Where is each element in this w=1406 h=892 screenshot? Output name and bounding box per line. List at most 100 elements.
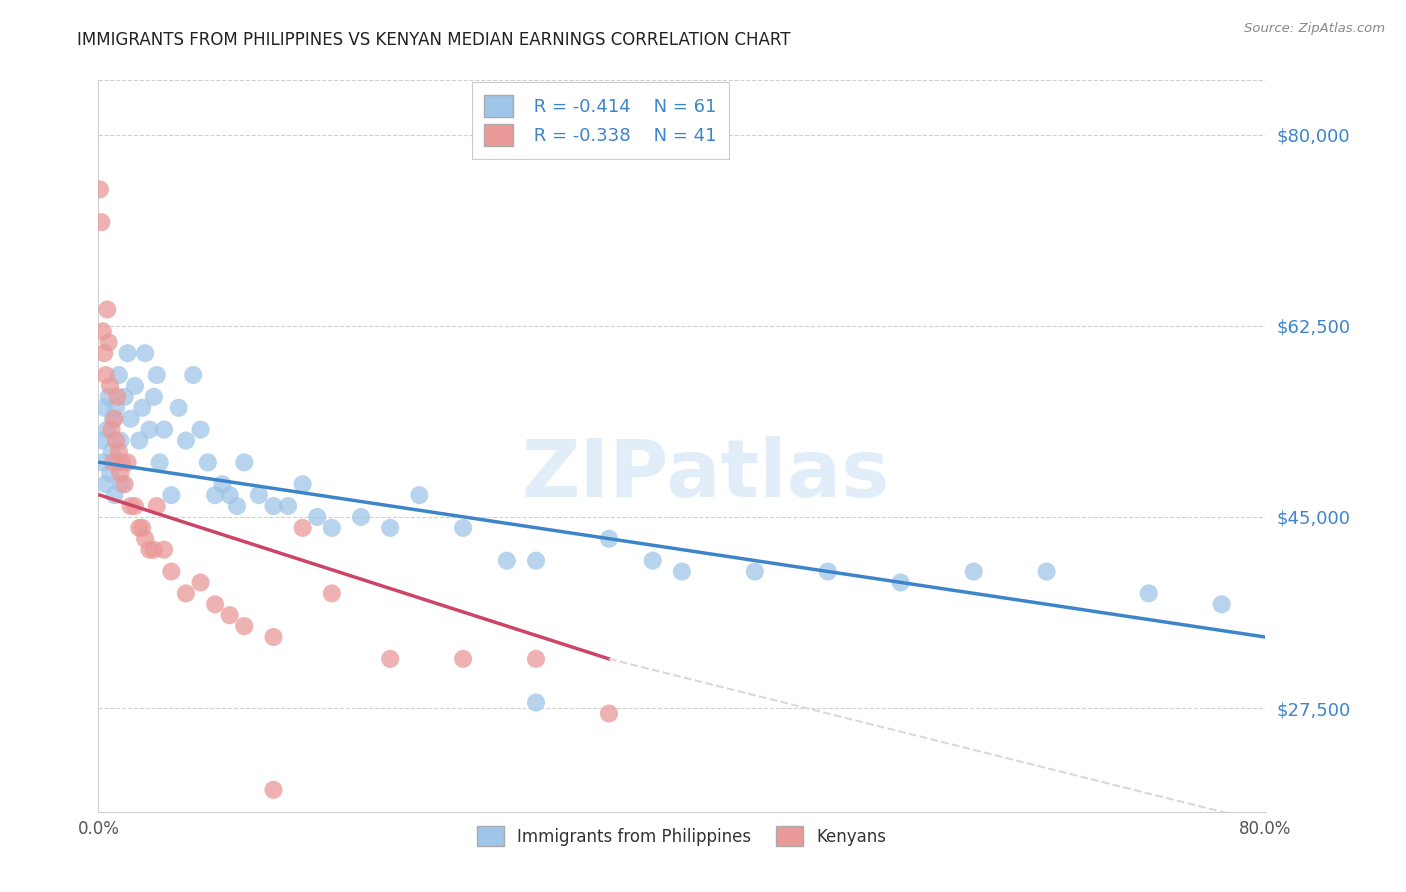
Point xyxy=(598,532,620,546)
Point xyxy=(641,554,664,568)
Point xyxy=(142,390,165,404)
Point xyxy=(105,455,128,469)
Point xyxy=(138,542,160,557)
Point xyxy=(451,521,474,535)
Point xyxy=(524,554,547,568)
Point xyxy=(120,499,142,513)
Point xyxy=(218,608,240,623)
Point xyxy=(94,368,117,382)
Point xyxy=(131,521,153,535)
Point xyxy=(108,368,131,382)
Point xyxy=(90,215,112,229)
Point xyxy=(190,575,212,590)
Point xyxy=(524,696,547,710)
Point xyxy=(380,521,402,535)
Point xyxy=(91,324,114,338)
Point xyxy=(91,455,114,469)
Point xyxy=(134,532,156,546)
Point xyxy=(89,182,111,196)
Point xyxy=(101,411,124,425)
Point xyxy=(114,390,136,404)
Point xyxy=(197,455,219,469)
Point xyxy=(233,455,256,469)
Point xyxy=(160,488,183,502)
Point xyxy=(101,455,124,469)
Point xyxy=(105,390,128,404)
Point xyxy=(233,619,256,633)
Point xyxy=(117,346,139,360)
Point xyxy=(174,586,197,600)
Point xyxy=(111,477,134,491)
Point xyxy=(96,302,118,317)
Point xyxy=(100,444,122,458)
Point xyxy=(262,630,284,644)
Point xyxy=(277,499,299,513)
Point xyxy=(153,542,176,557)
Point xyxy=(96,423,118,437)
Point xyxy=(204,488,226,502)
Legend: Immigrants from Philippines, Kenyans: Immigrants from Philippines, Kenyans xyxy=(470,818,894,855)
Point xyxy=(117,455,139,469)
Point xyxy=(380,652,402,666)
Point xyxy=(124,379,146,393)
Point xyxy=(211,477,233,491)
Point xyxy=(142,542,165,557)
Point xyxy=(291,521,314,535)
Point xyxy=(174,434,197,448)
Point xyxy=(153,423,176,437)
Point xyxy=(167,401,190,415)
Point xyxy=(451,652,474,666)
Point xyxy=(962,565,984,579)
Point xyxy=(124,499,146,513)
Point xyxy=(247,488,270,502)
Point xyxy=(408,488,430,502)
Point xyxy=(120,411,142,425)
Point xyxy=(98,379,121,393)
Point xyxy=(111,455,134,469)
Point xyxy=(138,423,160,437)
Point xyxy=(110,434,132,448)
Point xyxy=(104,401,127,415)
Point xyxy=(181,368,204,382)
Point xyxy=(671,565,693,579)
Point xyxy=(890,575,912,590)
Point xyxy=(817,565,839,579)
Point xyxy=(160,565,183,579)
Point xyxy=(321,586,343,600)
Point xyxy=(598,706,620,721)
Point xyxy=(1137,586,1160,600)
Point xyxy=(190,423,212,437)
Point xyxy=(134,346,156,360)
Point xyxy=(90,434,112,448)
Text: IMMIGRANTS FROM PHILIPPINES VS KENYAN MEDIAN EARNINGS CORRELATION CHART: IMMIGRANTS FROM PHILIPPINES VS KENYAN ME… xyxy=(77,31,790,49)
Point xyxy=(93,346,115,360)
Point xyxy=(226,499,249,513)
Point xyxy=(744,565,766,579)
Point xyxy=(97,335,120,350)
Point xyxy=(1211,597,1233,611)
Point xyxy=(524,652,547,666)
Point xyxy=(103,411,125,425)
Point xyxy=(94,477,117,491)
Point xyxy=(108,444,131,458)
Point xyxy=(128,434,150,448)
Point xyxy=(350,510,373,524)
Point xyxy=(104,434,127,448)
Point xyxy=(262,499,284,513)
Point xyxy=(93,401,115,415)
Point xyxy=(218,488,240,502)
Point xyxy=(131,401,153,415)
Text: Source: ZipAtlas.com: Source: ZipAtlas.com xyxy=(1244,22,1385,36)
Point xyxy=(97,390,120,404)
Point xyxy=(262,783,284,797)
Point xyxy=(110,467,132,481)
Point xyxy=(204,597,226,611)
Point xyxy=(98,467,121,481)
Text: ZIPatlas: ZIPatlas xyxy=(522,436,890,515)
Point xyxy=(321,521,343,535)
Point xyxy=(496,554,519,568)
Point xyxy=(146,499,169,513)
Point xyxy=(100,423,122,437)
Point xyxy=(307,510,329,524)
Point xyxy=(146,368,169,382)
